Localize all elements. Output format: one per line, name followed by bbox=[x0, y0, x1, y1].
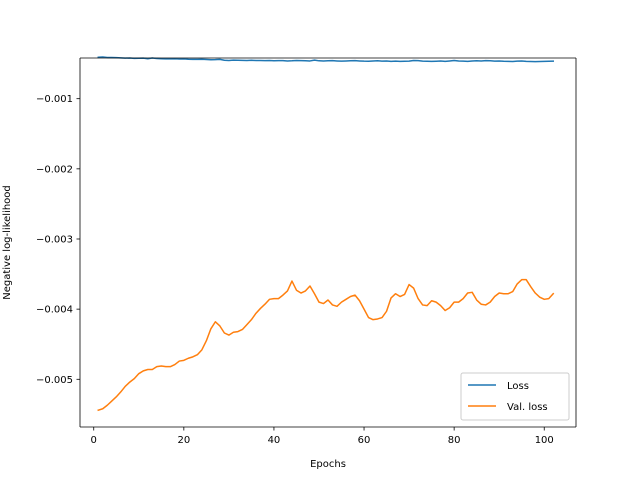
plot-area bbox=[80, 58, 576, 427]
series-line-loss bbox=[97, 56, 555, 63]
x-tick-label: 100 bbox=[535, 435, 554, 446]
x-axis-ticks: 0 20 40 60 80 100 bbox=[91, 427, 554, 446]
y-tick-label: −0.005 bbox=[36, 375, 73, 386]
legend: Loss Val. loss bbox=[460, 372, 570, 421]
series-layer bbox=[97, 56, 555, 412]
y-tick-label: −0.002 bbox=[36, 164, 73, 175]
y-tick-label: −0.001 bbox=[36, 94, 73, 105]
x-tick-label: 40 bbox=[268, 435, 281, 446]
x-tick-label: 60 bbox=[358, 435, 371, 446]
y-tick-label: −0.004 bbox=[36, 305, 73, 316]
legend-label-loss: Loss bbox=[507, 381, 529, 392]
series-line-val-loss bbox=[97, 278, 555, 412]
y-axis-label: Negative log-likelihood bbox=[2, 185, 13, 300]
axes-frame bbox=[79, 57, 577, 428]
x-axis-label: Epochs bbox=[310, 459, 346, 470]
x-tick-label: 80 bbox=[448, 435, 461, 446]
x-tick-label: 0 bbox=[91, 435, 97, 446]
y-tick-label: −0.003 bbox=[36, 234, 73, 245]
y-axis-ticks: −0.005 −0.004 −0.003 −0.002 −0.001 bbox=[36, 94, 80, 386]
legend-label-val-loss: Val. loss bbox=[507, 402, 548, 413]
x-tick-label: 20 bbox=[177, 435, 190, 446]
